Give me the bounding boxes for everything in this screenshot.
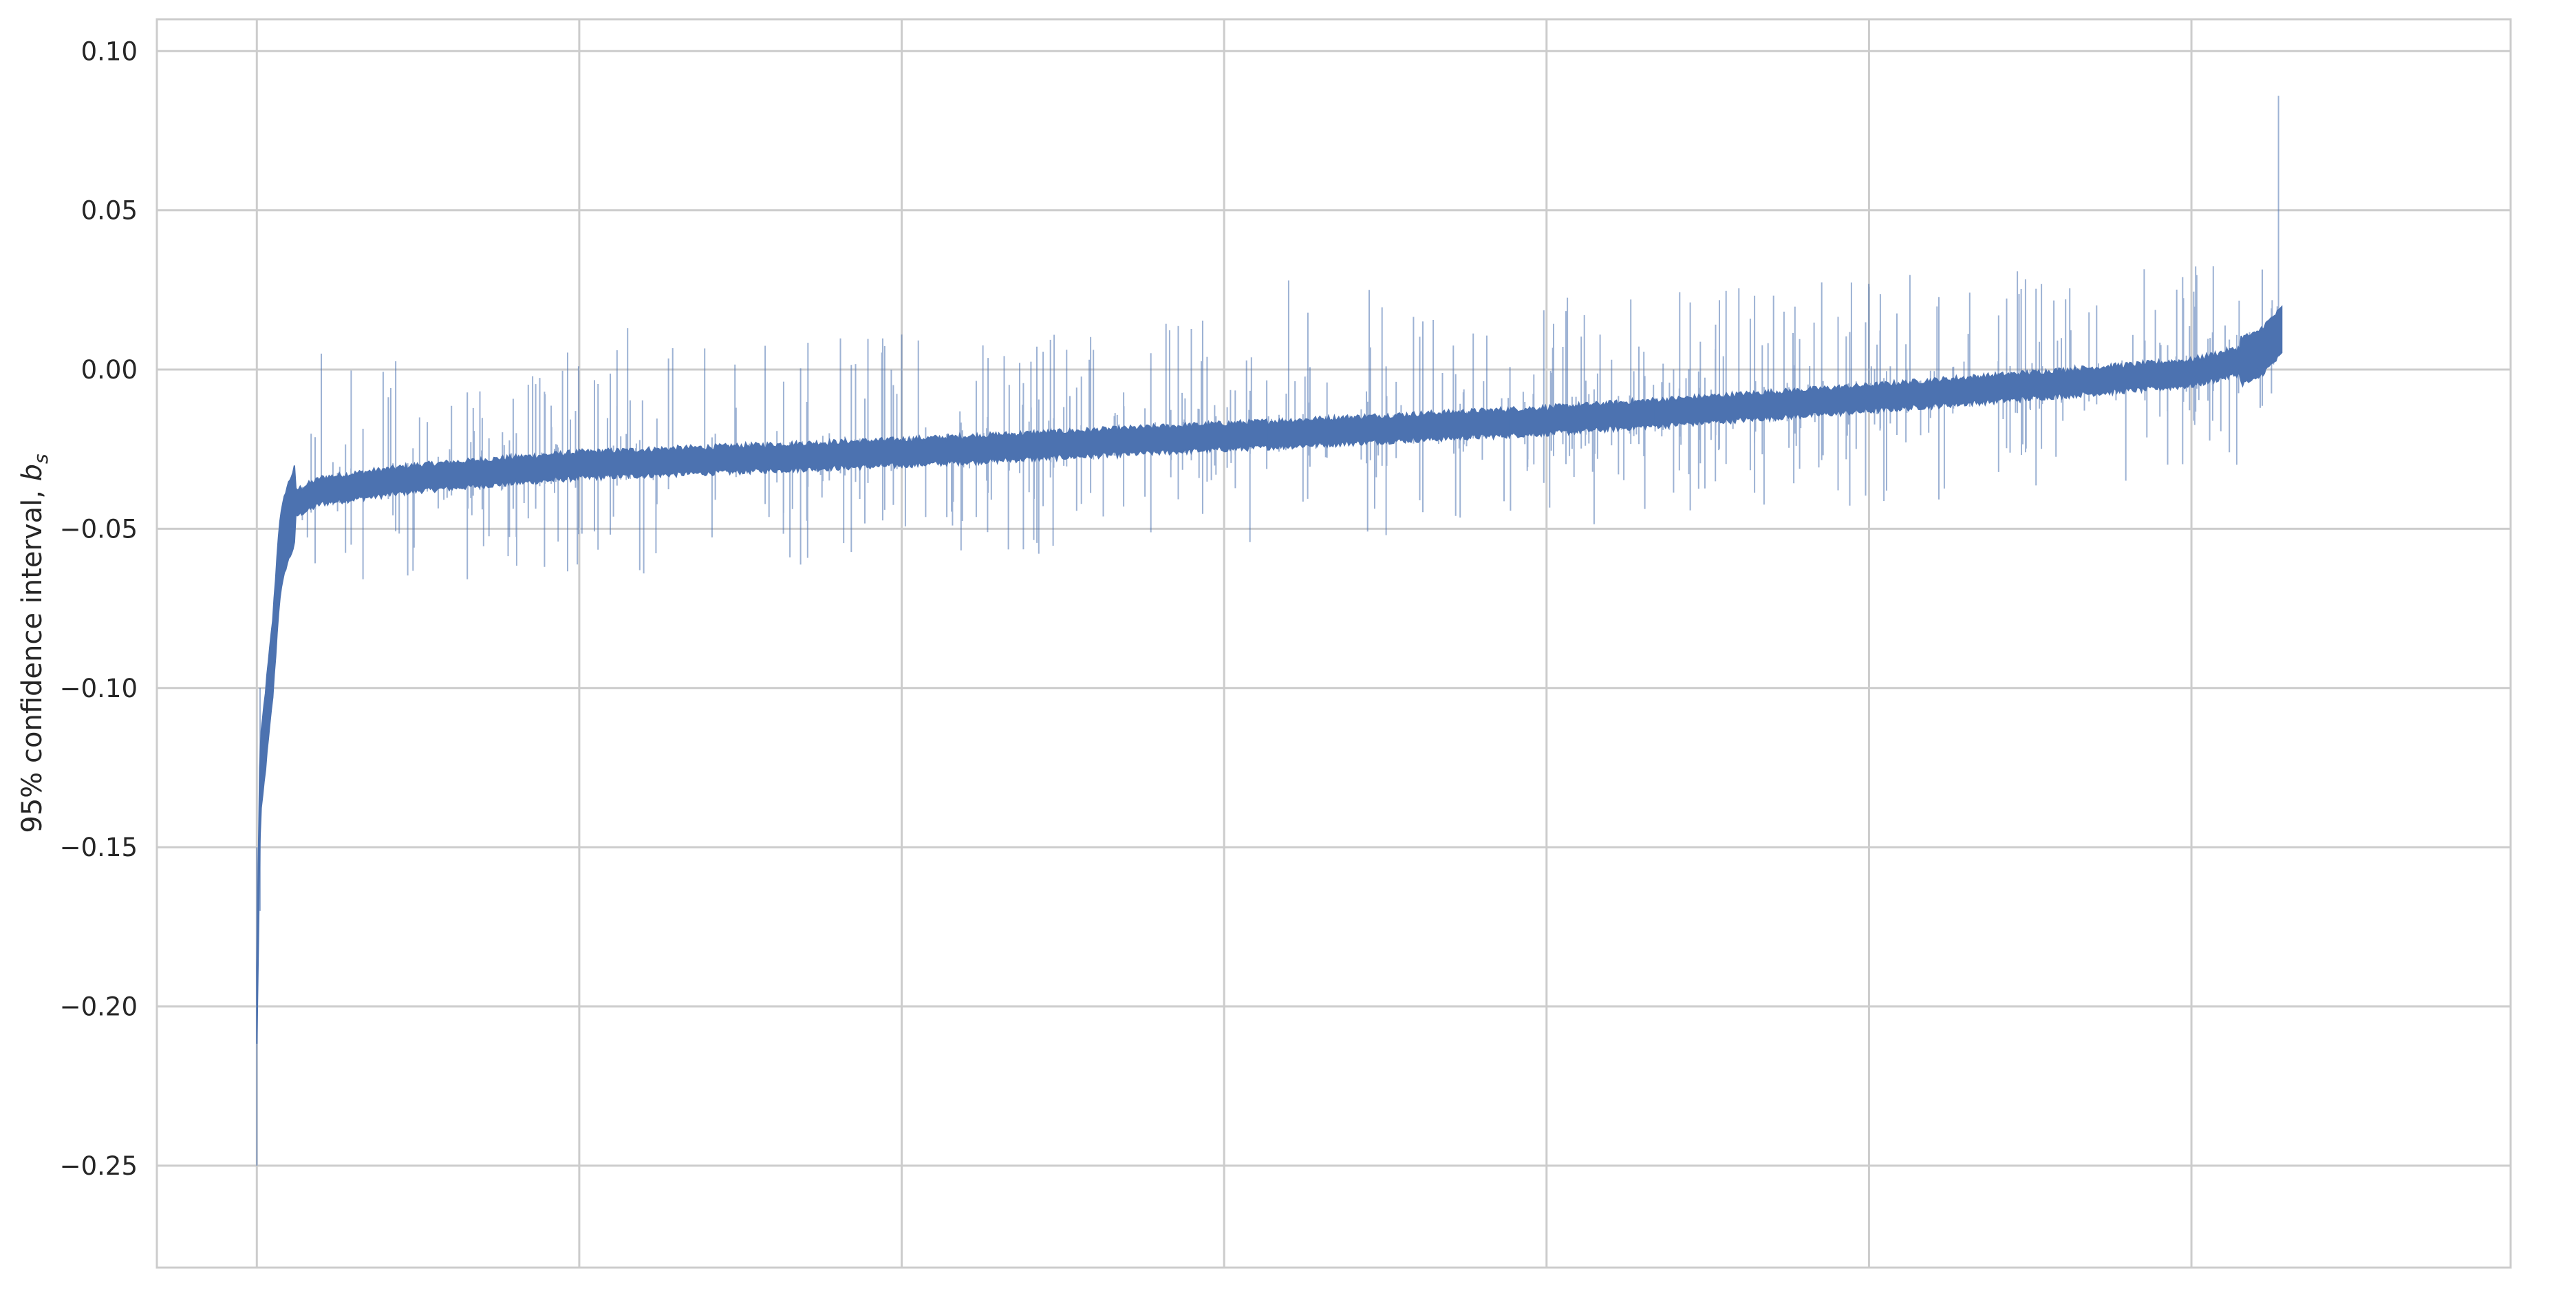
plot-frame (155, 18, 2512, 1269)
ci-band (256, 305, 2283, 1044)
ci-band-layer (256, 96, 2283, 1166)
y-tick-label-1: 0.05 (81, 196, 138, 226)
y-tick-label-0: 0.10 (81, 36, 138, 66)
y-tick-label-2: 0.00 (81, 355, 138, 385)
y-tick-label-6: −0.20 (60, 992, 138, 1022)
y-axis-title: 95% confidence interval, bs (17, 454, 52, 833)
ci-spikes (256, 96, 2279, 1166)
plot-area (157, 19, 2511, 1268)
y-tick-label-3: −0.05 (60, 514, 138, 544)
plot-border (155, 18, 2512, 1269)
x-gridlines (255, 19, 2193, 1268)
y-tick-labels: 0.10 0.05 0.00 −0.05 −0.10 −0.15 −0.20 −0.25 (60, 36, 138, 1181)
y-tick-label-5: −0.15 (60, 833, 138, 862)
plot-background (157, 19, 2511, 1268)
y-tick-label-4: −0.10 (60, 674, 138, 703)
y-tick-label-7: −0.25 (60, 1151, 138, 1181)
